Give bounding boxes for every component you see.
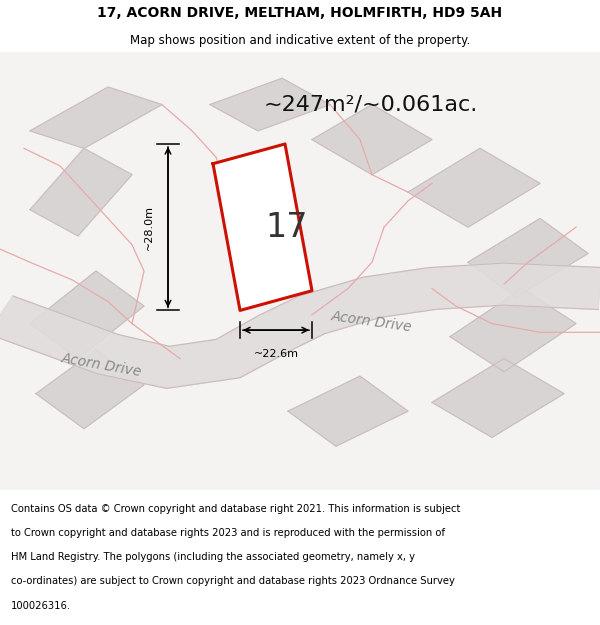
Text: Contains OS data © Crown copyright and database right 2021. This information is : Contains OS data © Crown copyright and d… (11, 504, 460, 514)
Polygon shape (210, 78, 330, 131)
Polygon shape (468, 219, 588, 298)
Polygon shape (312, 104, 432, 174)
Text: to Crown copyright and database rights 2023 and is reproduced with the permissio: to Crown copyright and database rights 2… (11, 528, 445, 538)
Polygon shape (450, 289, 576, 372)
Polygon shape (30, 271, 144, 359)
Polygon shape (432, 359, 564, 438)
Polygon shape (30, 87, 162, 148)
Text: Acorn Drive: Acorn Drive (61, 351, 143, 379)
Polygon shape (213, 144, 312, 311)
Polygon shape (36, 350, 144, 429)
Polygon shape (288, 376, 408, 446)
Text: co-ordinates) are subject to Crown copyright and database rights 2023 Ordnance S: co-ordinates) are subject to Crown copyr… (11, 576, 455, 586)
Text: 17, ACORN DRIVE, MELTHAM, HOLMFIRTH, HD9 5AH: 17, ACORN DRIVE, MELTHAM, HOLMFIRTH, HD9… (97, 6, 503, 20)
Text: Map shows position and indicative extent of the property.: Map shows position and indicative extent… (130, 34, 470, 47)
Text: HM Land Registry. The polygons (including the associated geometry, namely x, y: HM Land Registry. The polygons (includin… (11, 552, 415, 562)
Text: 100026316.: 100026316. (11, 601, 71, 611)
Text: ~247m²/~0.061ac.: ~247m²/~0.061ac. (264, 94, 478, 114)
Polygon shape (30, 148, 132, 236)
Text: ~28.0m: ~28.0m (144, 205, 154, 250)
Text: ~22.6m: ~22.6m (254, 349, 299, 359)
Polygon shape (408, 148, 540, 228)
Text: 17: 17 (265, 211, 308, 244)
Polygon shape (0, 263, 600, 388)
Text: Acorn Drive: Acorn Drive (331, 309, 413, 334)
